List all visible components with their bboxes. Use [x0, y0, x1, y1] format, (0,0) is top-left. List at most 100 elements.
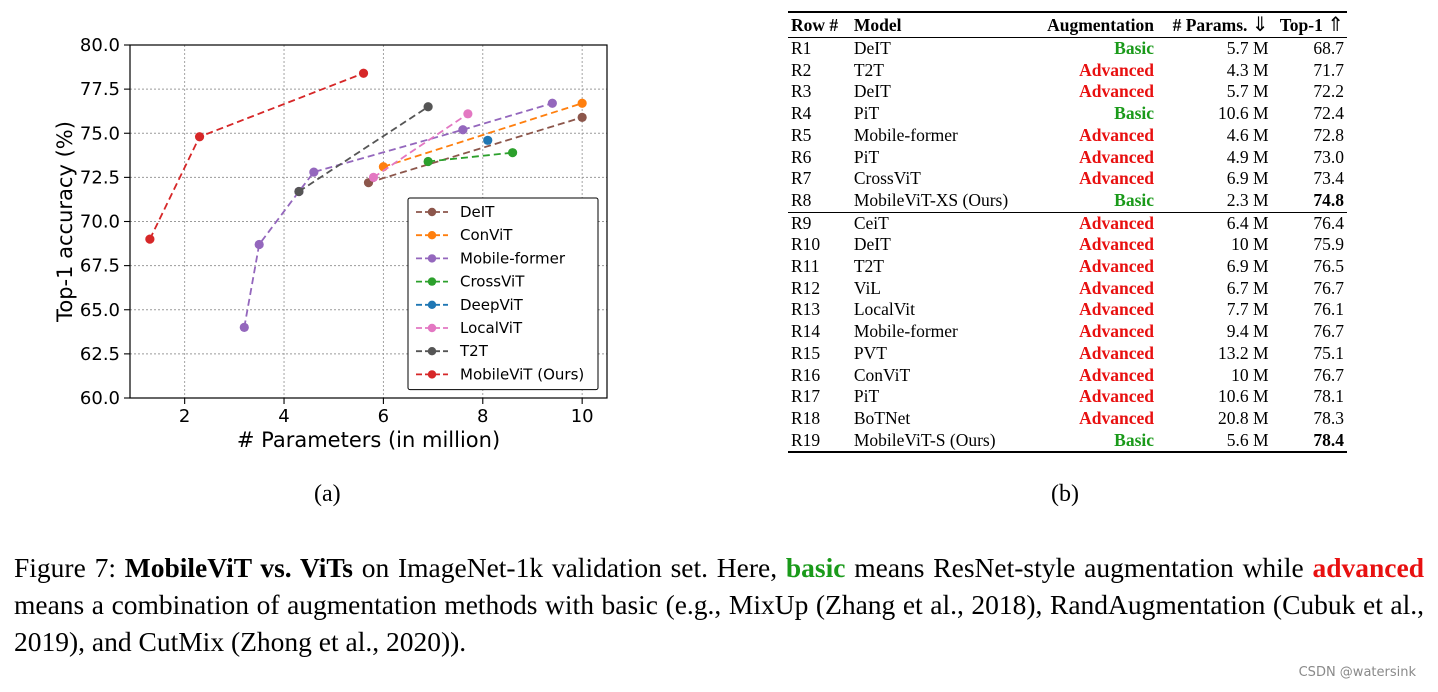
cell-model: MobileViT-XS (Ours) [853, 189, 1009, 210]
data-point-crossvit [423, 156, 433, 167]
data-point-deepvit [483, 135, 493, 145]
cell-top1: 76.7 [1313, 321, 1344, 342]
cell-top1: 73.4 [1313, 168, 1344, 189]
cell-top1: 76.7 [1313, 277, 1344, 298]
table-row: R5 Mobile-former Advanced 4.6 M 72.8 [788, 125, 1347, 147]
cell-augmentation: Advanced [1079, 81, 1155, 102]
legend-marker-deepvit [427, 300, 437, 309]
cell-top1: 75.1 [1313, 342, 1344, 363]
header-augmentation: Augmentation [1047, 15, 1155, 35]
cell-top1: 76.5 [1313, 256, 1344, 277]
header-top1: Top-1 ⇑ [1272, 12, 1347, 38]
series-line-mobilevit-ours [149, 72, 364, 240]
cell-model: Mobile-former [853, 321, 958, 342]
comparison-table: Row # Model Augmentation # Params. ⇓ Top… [788, 11, 1347, 453]
down-arrow-icon: ⇓ [1251, 14, 1269, 36]
x-tick-label: 4 [278, 406, 289, 427]
table-row: R9 CeiT Advanced 6.4 M 76.4 [788, 212, 1347, 234]
cell-augmentation: Basic [1114, 38, 1155, 58]
cell-model: PVT [853, 342, 887, 363]
cell-model: DeIT [853, 38, 891, 58]
cell-row-number: R16 [791, 364, 821, 385]
table-row: R11 T2T Advanced 6.9 M 76.5 [788, 256, 1347, 278]
data-point-localvit [368, 172, 379, 182]
cell-augmentation: Advanced [1079, 364, 1155, 385]
table-row: R8 MobileViT-XS (Ours) Basic 2.3 M 74.8 [788, 190, 1347, 212]
cell-model: DeIT [853, 81, 891, 102]
table-row: R7 CrossViT Advanced 6.9 M 73.4 [788, 168, 1347, 190]
cell-top1: 72.8 [1313, 124, 1344, 145]
cell-augmentation: Advanced [1079, 277, 1155, 298]
table-row: R15 PVT Advanced 13.2 M 75.1 [788, 343, 1347, 365]
cell-row-number: R14 [791, 321, 821, 342]
table-body: R1 DeIT Basic 5.7 M 68.7 R2 T2T Advanced 4.3 M 71… [788, 38, 1347, 453]
caption-text-1: on ImageNet-1k validation set. Here, [352, 552, 786, 583]
cell-params: 10 M [1231, 364, 1269, 385]
data-point-crossvit [507, 148, 518, 158]
data-point-localvit [463, 109, 473, 119]
table-row: R12 ViL Advanced 6.7 M 76.7 [788, 278, 1347, 300]
cell-top1: 73.0 [1313, 146, 1344, 167]
caption-prefix: Figure 7: [14, 552, 125, 583]
legend-marker-crossvit [427, 277, 437, 286]
table-row: R4 PiT Basic 10.6 M 72.4 [788, 103, 1347, 125]
cell-augmentation: Basic [1114, 103, 1155, 124]
cell-augmentation: Basic [1114, 429, 1155, 450]
cell-augmentation: Advanced [1079, 146, 1155, 167]
y-tick-label: 72.5 [80, 167, 120, 188]
y-tick-label: 70.0 [80, 212, 120, 233]
series-line-convit [383, 102, 583, 168]
cell-row-number: R8 [791, 189, 812, 210]
cell-row-number: R9 [791, 212, 812, 233]
y-axis-label: Top-1 accuracy (%) [53, 121, 77, 323]
cell-params: 7.7 M [1226, 299, 1269, 320]
y-tick-label: 65.0 [80, 300, 120, 321]
cell-model: PiT [853, 146, 880, 167]
cell-model: LocalVit [853, 299, 916, 320]
figure-caption: Figure 7: MobileViT vs. ViTs on ImageNet… [14, 549, 1424, 660]
table-row: R16 ConViT Advanced 10 M 76.7 [788, 365, 1347, 387]
series-line-t2t [298, 106, 429, 193]
table-row: R2 T2T Advanced 4.3 M 71.7 [788, 60, 1347, 82]
cell-params: 10.6 M [1218, 103, 1269, 124]
cell-row-number: R10 [791, 234, 821, 255]
accuracy-vs-params-chart: 2 4 6 8 10 60.0 62.5 65.0 67.5 70.0 72.5 75.0 77.5 80… [53, 35, 608, 452]
cell-params: 5.6 M [1226, 429, 1269, 450]
legend-label-mobile-former: Mobile-former [460, 249, 566, 267]
cell-row-number: R6 [791, 146, 812, 167]
cell-augmentation: Advanced [1079, 342, 1155, 363]
data-point-mobile-former [254, 239, 264, 250]
cell-params: 6.7 M [1226, 277, 1269, 298]
cell-top1: 71.7 [1313, 59, 1344, 80]
legend-label-deepvit: DeepViT [460, 296, 524, 314]
cell-model: PiT [853, 386, 880, 407]
series-line-localvit [372, 113, 469, 179]
table-row: R13 LocalVit Advanced 7.7 M 76.1 [788, 299, 1347, 321]
cell-top1: 76.1 [1313, 299, 1344, 320]
cell-row-number: R12 [791, 277, 821, 298]
cell-model: BoTNet [853, 407, 911, 428]
series-line-deit [368, 116, 583, 184]
cell-params: 4.3 M [1226, 59, 1269, 80]
cell-top1: 76.7 [1313, 364, 1344, 385]
cell-augmentation: Advanced [1079, 299, 1155, 320]
cell-augmentation: Advanced [1079, 321, 1155, 342]
header-model: Model [853, 15, 902, 35]
cell-row-number: R1 [791, 38, 812, 58]
table-row: R18 BoTNet Advanced 20.8 M 78.3 [788, 408, 1347, 430]
cell-row-number: R13 [791, 299, 821, 320]
cell-params: 6.4 M [1226, 212, 1269, 233]
cell-model: CrossViT [853, 168, 921, 189]
cell-top1: 75.9 [1313, 234, 1344, 255]
cell-params: 10 M [1231, 234, 1269, 255]
table-row: R10 DeIT Advanced 10 M 75.9 [788, 234, 1347, 256]
cell-row-number: R7 [791, 168, 812, 189]
cell-params: 2.3 M [1226, 189, 1269, 210]
cell-model: DeIT [853, 234, 891, 255]
cell-top1: 74.8 [1313, 189, 1344, 210]
data-point-convit [577, 98, 587, 108]
legend-box [407, 197, 599, 391]
cell-params: 20.8 M [1218, 407, 1269, 428]
series-line-mobile-former [243, 102, 553, 328]
cell-model: T2T [853, 59, 884, 80]
